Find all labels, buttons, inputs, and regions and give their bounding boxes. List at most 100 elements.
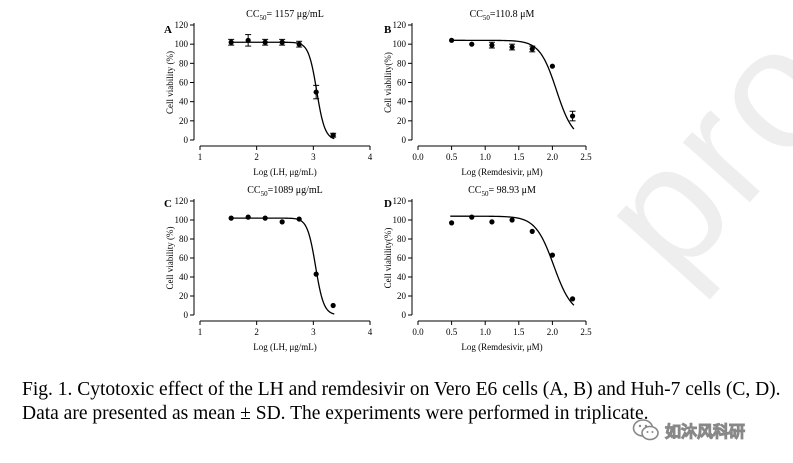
panel-b-data-point <box>509 44 515 50</box>
panel-d-x-tick-label: 1.0 <box>480 327 492 337</box>
panel-b-data-point <box>469 41 475 47</box>
panel-c-data-point <box>330 302 336 309</box>
panel-a-x-label: Log (LH, μg/mL) <box>253 167 317 177</box>
panel-b-y-tick-label: 80 <box>397 58 407 68</box>
panel-c-y-tick-label: 60 <box>179 253 189 263</box>
panel-d-y-tick-label: 120 <box>393 196 407 206</box>
panel-b-fit-curve <box>450 39 575 130</box>
panel-d-data-point <box>449 220 455 226</box>
panel-b-data-point <box>489 42 495 48</box>
panel-a-data-point <box>279 39 285 45</box>
panel-d-y-label: Cell viability(%) <box>383 228 393 289</box>
panel-c-data-point <box>228 215 234 221</box>
panel-c-y-tick-label: 40 <box>179 272 189 282</box>
panel-d-data-point <box>469 214 475 220</box>
panel-d-data-point <box>549 252 556 258</box>
panel-b-data-point <box>529 46 535 52</box>
panel-d-x-tick-label: 2.5 <box>580 327 592 337</box>
panel-c-y-tick-label: 120 <box>175 196 189 206</box>
panel-c-y-tick-label: 100 <box>175 215 189 225</box>
panel-a-y-label: Cell viability (%) <box>165 51 175 114</box>
panel-b-x-label: Log (Remdesivir, μM) <box>461 167 542 177</box>
panel-d-y-tick-label: 60 <box>397 253 407 263</box>
wechat-icon <box>632 419 659 441</box>
panel-c-fit-curve <box>230 217 335 315</box>
figure-caption: Fig. 1. Cytotoxic effect of the LH and r… <box>22 379 781 424</box>
panel-c-y-tick-label: 0 <box>184 310 189 320</box>
panel-c-data-point <box>279 219 285 225</box>
panel-b-x-tick-label: 2.5 <box>580 152 592 162</box>
panel-c-y-tick-label: 80 <box>179 234 189 244</box>
panel-a-y-tick-label: 40 <box>179 97 189 107</box>
panel-c-letter: C <box>164 198 172 210</box>
panel-b-y-label: Cell viability(%) <box>383 52 393 113</box>
panel-d-x-tick-label: 0.0 <box>412 327 424 337</box>
panel-b-data-point <box>449 37 455 43</box>
panel-d-fit-curve <box>450 215 575 306</box>
panel-a-data-point <box>228 39 234 45</box>
panel-a-data-point <box>245 37 251 43</box>
panel-b-data-point <box>569 113 576 119</box>
panel-c-data-point <box>296 216 302 222</box>
panel-d-data-point <box>569 296 576 302</box>
wechat-label: 如沐风科研 <box>664 422 746 442</box>
panel-c-data-point <box>245 214 251 220</box>
panel-a-x-tick-label: 2 <box>254 152 259 162</box>
panel-d-x-tick-label: 1.5 <box>513 327 525 337</box>
panel-b-y-tick-label: 40 <box>397 97 407 107</box>
panel-a-data-point <box>296 41 302 47</box>
panel-a-data-point <box>330 132 336 138</box>
panel-d-x-tick-label: 2.0 <box>547 327 559 337</box>
wechat-badge: 如沐风科研 <box>632 418 746 442</box>
panel-d-y-tick-label: 20 <box>397 291 407 301</box>
panel-d-data-point <box>489 219 495 225</box>
panel-c-x-tick-label: 4 <box>368 327 373 337</box>
panel-a-x-tick-label: 1 <box>198 152 203 162</box>
panel-d-x-label: Log (Remdesivir, μM) <box>461 342 542 352</box>
panel-a-data-point <box>313 89 319 95</box>
panel-b-x-tick-label: 1.0 <box>480 152 492 162</box>
panel-b-x-tick-label: 0.5 <box>446 152 458 162</box>
panel-a-y-tick-label: 120 <box>175 20 189 30</box>
panel-d-y-tick-label: 80 <box>397 234 407 244</box>
panel-d-letter: D <box>384 198 392 210</box>
panel-c-x-tick-label: 2 <box>254 327 259 337</box>
panel-d-title: CC50= 98.93 μM <box>468 185 536 198</box>
panel-b-y-tick-label: 20 <box>397 116 407 126</box>
panel-a-y-tick-label: 80 <box>179 58 189 68</box>
panel-a-letter: A <box>164 24 172 36</box>
panel-b-y-tick-label: 120 <box>393 20 407 30</box>
panel-b-letter: B <box>384 24 392 36</box>
panel-a-x-tick-label: 3 <box>311 152 316 162</box>
panel-a-x-tick-label: 4 <box>368 152 373 162</box>
panel-b-y-tick-label: 0 <box>402 135 407 145</box>
panel-b-x-tick-label: 2.0 <box>547 152 559 162</box>
panel-d-y-tick-label: 40 <box>397 272 407 282</box>
panel-c-x-label: Log (LH, μg/mL) <box>253 342 317 352</box>
panel-b-x-tick-label: 0.0 <box>412 152 424 162</box>
panel-b-data-point <box>549 63 556 69</box>
panel-c-title: CC50=1089 μg/mL <box>247 185 323 198</box>
panel-b-y-tick-label: 100 <box>393 39 407 49</box>
panel-a-data-point <box>262 39 268 45</box>
panel-c-x-tick-label: 3 <box>311 327 316 337</box>
panel-b-x-tick-label: 1.5 <box>513 152 525 162</box>
panel-a-fit-curve <box>230 41 335 140</box>
panel-a-y-tick-label: 20 <box>179 116 189 126</box>
panel-c-data-point <box>313 271 319 277</box>
panel-a-y-tick-label: 100 <box>175 39 189 49</box>
panel-c-y-label: Cell viability (%) <box>165 227 175 290</box>
panel-c-x-tick-label: 1 <box>198 327 203 337</box>
panel-c-data-point <box>262 215 268 221</box>
panel-a-y-tick-label: 0 <box>184 135 189 145</box>
panel-d-data-point <box>509 217 515 223</box>
panel-d-y-tick-label: 100 <box>393 215 407 225</box>
panel-d-x-tick-label: 0.5 <box>446 327 458 337</box>
panel-c-y-tick-label: 20 <box>179 291 189 301</box>
panel-d-data-point <box>529 228 535 234</box>
panel-a-y-tick-label: 60 <box>179 78 189 88</box>
panel-b-y-tick-label: 60 <box>397 78 407 88</box>
panel-a-title: CC50= 1157 μg/mL <box>246 9 324 22</box>
panel-d-y-tick-label: 0 <box>402 310 407 320</box>
